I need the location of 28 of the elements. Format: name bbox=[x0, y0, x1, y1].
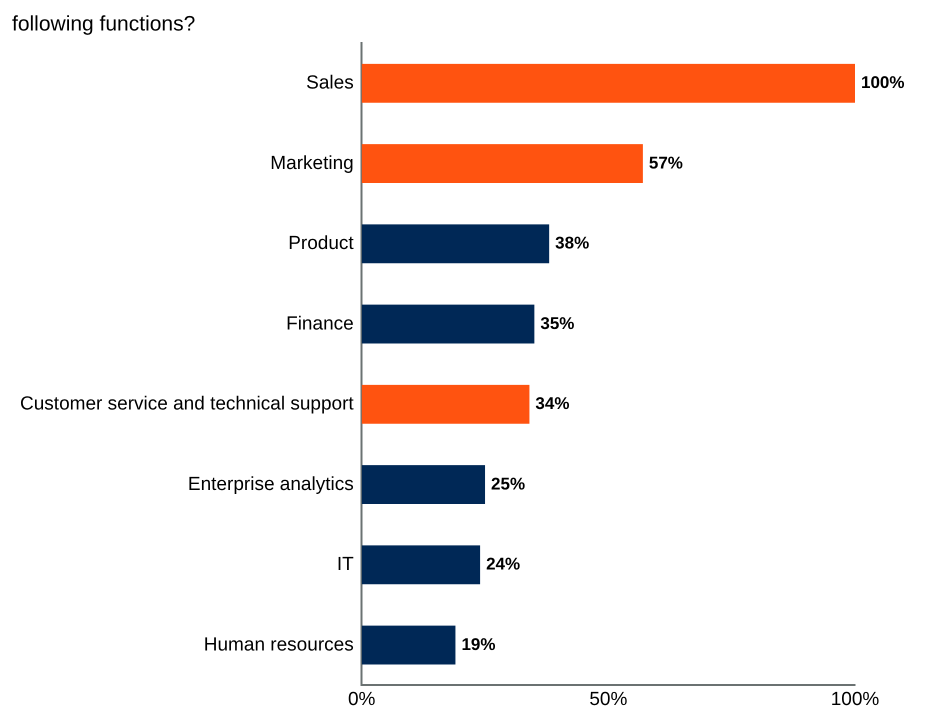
bar bbox=[362, 64, 855, 103]
y-tick-label: Finance bbox=[286, 313, 354, 334]
y-tick-label: Product bbox=[288, 233, 354, 254]
bar bbox=[362, 545, 480, 584]
x-tick-label: 100% bbox=[830, 688, 880, 710]
bar bbox=[362, 384, 530, 424]
bar bbox=[362, 304, 534, 344]
y-tick-label: Sales bbox=[306, 72, 354, 94]
bar bbox=[362, 224, 550, 264]
data-label: 57% bbox=[648, 153, 683, 172]
y-tick-label: IT bbox=[336, 554, 354, 576]
data-label: 38% bbox=[555, 234, 590, 253]
y-tick-label: Human resources bbox=[204, 634, 354, 656]
data-label: 35% bbox=[540, 314, 574, 333]
data-label: 34% bbox=[535, 394, 570, 414]
y-tick-label: Marketing bbox=[270, 152, 354, 174]
x-tick-label: 50% bbox=[589, 688, 628, 710]
bar bbox=[362, 626, 456, 664]
data-label: 24% bbox=[486, 554, 520, 574]
text: following functions? bbox=[12, 12, 196, 36]
data-label: 19% bbox=[461, 634, 496, 654]
bar bbox=[362, 465, 486, 504]
data-label: 25% bbox=[491, 474, 526, 494]
bar bbox=[362, 144, 643, 183]
data-label: 100% bbox=[861, 73, 904, 92]
y-tick-label: Enterprise analytics bbox=[188, 474, 354, 495]
y-tick-label: Customer service and technical support bbox=[20, 394, 354, 415]
x-tick-label: 0% bbox=[348, 688, 376, 710]
